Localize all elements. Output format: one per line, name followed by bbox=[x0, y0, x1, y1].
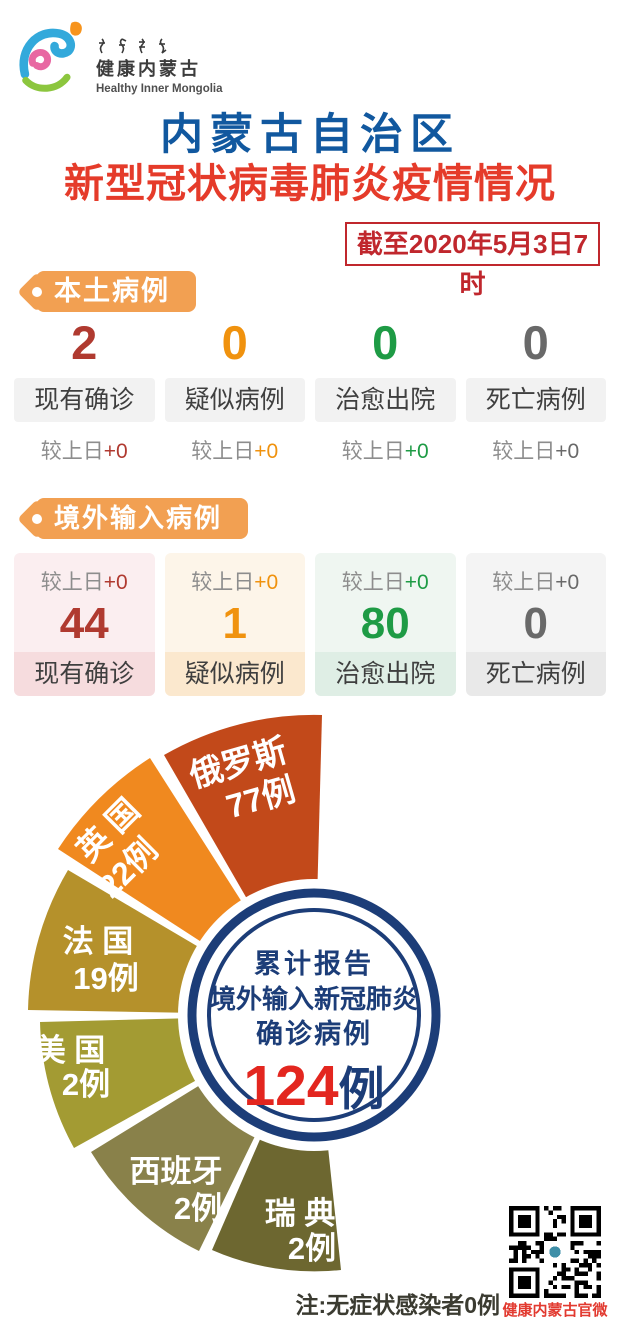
card-imported-confirmed: 较上日+0 44 现有确诊 bbox=[14, 553, 155, 696]
asymptomatic-note: 注:无症状感染者0例 bbox=[295, 1292, 500, 1318]
page-title-region: 内蒙古自治区 bbox=[160, 111, 460, 159]
stat-value: 0 bbox=[522, 316, 549, 369]
slice-value-spain: 2例 bbox=[174, 1191, 222, 1226]
stat-delta: 较上日+0 bbox=[466, 553, 607, 596]
imported-cases-grid: 较上日+0 44 现有确诊 较上日+0 1 疑似病例 较上日+0 80 治愈出院… bbox=[14, 553, 606, 696]
logo: 健康内蒙古 Healthy Inner Mongolia bbox=[14, 14, 274, 106]
delta-value: +0 bbox=[404, 571, 429, 594]
delta-label: 较上日 bbox=[341, 571, 405, 594]
stat-label: 现有确诊 bbox=[14, 378, 155, 422]
stat-label: 治愈出院 bbox=[315, 652, 456, 696]
card-imported-suspected: 较上日+0 1 疑似病例 bbox=[164, 553, 306, 696]
stat-delta: 较上日+0 bbox=[315, 435, 456, 465]
qr-caption: 健康内蒙古官微 bbox=[502, 1302, 608, 1319]
stat-delta: 较上日+0 bbox=[14, 553, 155, 596]
stat-delta: 较上日+0 bbox=[14, 435, 155, 465]
delta-value: +0 bbox=[103, 440, 128, 463]
section-tag-imported-cases: 境外输入病例 bbox=[36, 498, 249, 539]
delta-label: 较上日 bbox=[341, 440, 405, 463]
stat-delta: 较上日+0 bbox=[165, 435, 306, 465]
delta-value: +0 bbox=[254, 571, 279, 594]
delta-value: +0 bbox=[404, 440, 429, 463]
slice-value-sweden: 2例 bbox=[288, 1231, 336, 1266]
page-title-subject: 新型冠状病毒肺炎疫情情况 bbox=[64, 162, 556, 206]
center-text-line2: 境外输入新冠肺炎 bbox=[210, 984, 418, 1014]
stat-value: 80 bbox=[360, 599, 410, 648]
stat-local-recovered: 0 治愈出院 较上日+0 bbox=[315, 314, 456, 465]
slice-value-france: 19例 bbox=[73, 961, 138, 996]
delta-label: 较上日 bbox=[492, 440, 556, 463]
stat-delta: 较上日+0 bbox=[165, 553, 306, 596]
logo-name-en: Healthy Inner Mongolia bbox=[96, 83, 223, 95]
delta-label: 较上日 bbox=[40, 440, 104, 463]
card-imported-deaths: 较上日+0 0 死亡病例 bbox=[465, 553, 607, 696]
slice-value-usa: 2例 bbox=[62, 1067, 110, 1102]
slice-label-spain: 西班牙 bbox=[130, 1154, 223, 1189]
delta-value: +0 bbox=[103, 571, 128, 594]
delta-label: 较上日 bbox=[191, 571, 255, 594]
center-total-value: 124 bbox=[243, 1054, 338, 1118]
mongolian-script-icon bbox=[99, 38, 167, 54]
stat-value: 0 bbox=[372, 316, 399, 369]
local-cases-grid: 2 现有确诊 较上日+0 0 疑似病例 较上日+0 0 治愈出院 较上日+0 0… bbox=[14, 314, 606, 465]
delta-label: 较上日 bbox=[191, 440, 255, 463]
fan-chart: 俄罗斯 77例 英 国 22例 法 国 19例 美 国 2例 西班牙 2例 瑞 … bbox=[28, 714, 450, 1272]
center-text-line1: 累计报告 bbox=[254, 949, 374, 979]
center-total-unit: 例 bbox=[339, 1063, 385, 1115]
logo-swirl-icon bbox=[19, 21, 82, 92]
center-inner-ring bbox=[207, 908, 421, 1122]
delta-value: +0 bbox=[555, 440, 580, 463]
center-outer-ring bbox=[187, 888, 441, 1142]
center-text-line3: 确诊病例 bbox=[256, 1018, 372, 1049]
stat-local-suspected: 0 疑似病例 较上日+0 bbox=[164, 314, 306, 465]
qr-code bbox=[509, 1206, 601, 1298]
stat-label: 疑似病例 bbox=[164, 378, 305, 422]
stat-value: 0 bbox=[221, 316, 248, 369]
section-tag-local-cases: 本土病例 bbox=[36, 271, 196, 312]
stat-delta: 较上日+0 bbox=[315, 553, 456, 596]
delta-label: 较上日 bbox=[40, 571, 104, 594]
slice-label-usa: 美 国 bbox=[35, 1033, 106, 1068]
stat-local-deaths: 0 死亡病例 较上日+0 bbox=[465, 314, 607, 465]
stat-label: 疑似病例 bbox=[164, 652, 305, 696]
slice-label-france: 法 国 bbox=[63, 924, 134, 959]
stat-value: 2 bbox=[71, 316, 98, 369]
stat-value: 1 bbox=[222, 599, 247, 648]
as-of-date-badge: 截至2020年5月3日7时 bbox=[345, 222, 600, 299]
delta-value: +0 bbox=[555, 571, 580, 594]
delta-value: +0 bbox=[254, 440, 279, 463]
stat-label: 死亡病例 bbox=[465, 652, 606, 696]
slice-label-sweden: 瑞 典 bbox=[265, 1196, 336, 1231]
card-imported-recovered: 较上日+0 80 治愈出院 bbox=[315, 553, 456, 696]
logo-name-cn: 健康内蒙古 bbox=[96, 59, 201, 79]
stat-label: 现有确诊 bbox=[14, 652, 155, 696]
stat-local-confirmed: 2 现有确诊 较上日+0 bbox=[14, 314, 155, 465]
stat-value: 0 bbox=[523, 599, 548, 648]
stat-label: 死亡病例 bbox=[465, 378, 606, 422]
delta-label: 较上日 bbox=[492, 571, 556, 594]
stat-label: 治愈出院 bbox=[315, 378, 456, 422]
stat-delta: 较上日+0 bbox=[466, 435, 607, 465]
stat-value: 44 bbox=[59, 599, 109, 648]
center-total: 124例 bbox=[243, 1054, 384, 1118]
